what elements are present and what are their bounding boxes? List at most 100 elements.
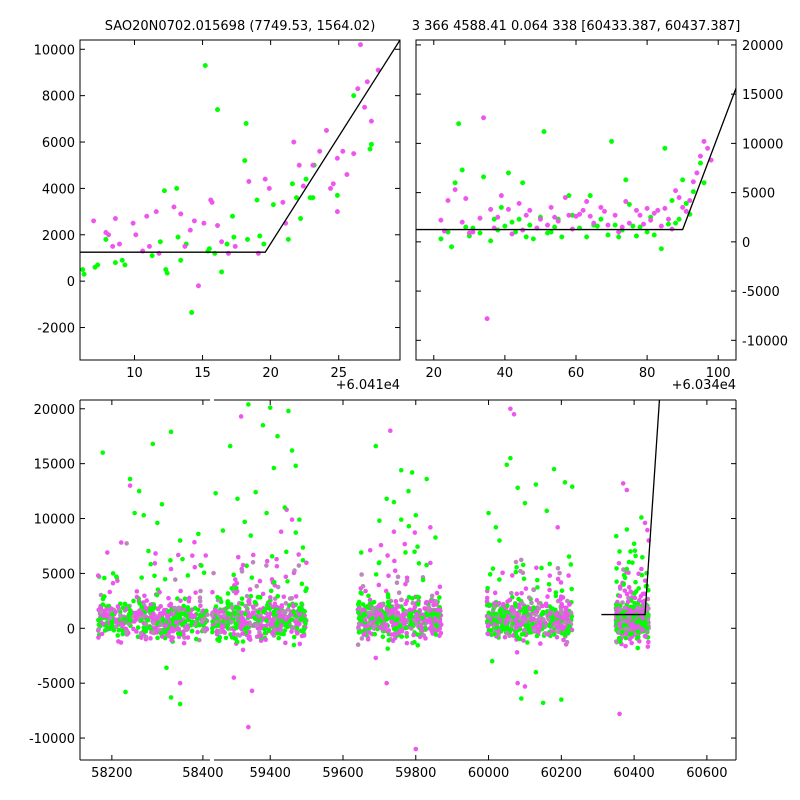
data-point bbox=[150, 441, 156, 447]
x-tick-label: 60200 bbox=[541, 766, 582, 781]
data-point bbox=[617, 593, 623, 599]
data-point bbox=[150, 615, 155, 620]
data-point bbox=[552, 224, 558, 230]
top-left-panel: SAO20N0702.015698 (7749.53, 1564.02) +6.… bbox=[34, 19, 401, 393]
data-point bbox=[224, 241, 230, 247]
data-point bbox=[139, 604, 144, 610]
data-point bbox=[175, 552, 181, 558]
data-point bbox=[168, 429, 174, 435]
data-point bbox=[293, 463, 298, 469]
data-point bbox=[257, 233, 263, 239]
data-point bbox=[406, 523, 412, 529]
data-point bbox=[106, 232, 112, 238]
data-point bbox=[424, 476, 429, 482]
data-point bbox=[683, 200, 689, 206]
model-line bbox=[416, 88, 736, 231]
data-point bbox=[546, 632, 551, 637]
data-point bbox=[494, 619, 500, 624]
data-point bbox=[639, 572, 645, 578]
data-point bbox=[144, 213, 150, 219]
data-point bbox=[623, 198, 629, 204]
data-point bbox=[359, 591, 364, 596]
data-point bbox=[383, 588, 389, 594]
data-point bbox=[303, 176, 309, 182]
data-point bbox=[420, 577, 426, 583]
data-point bbox=[428, 599, 433, 604]
data-point bbox=[201, 627, 206, 632]
data-point bbox=[189, 309, 195, 315]
data-point bbox=[268, 588, 274, 594]
data-point bbox=[294, 625, 300, 631]
data-point bbox=[559, 234, 565, 240]
data-point bbox=[271, 579, 277, 585]
data-point bbox=[234, 580, 240, 586]
data-point bbox=[558, 614, 564, 620]
data-point bbox=[233, 585, 239, 591]
data-point bbox=[113, 609, 118, 615]
data-point bbox=[184, 613, 190, 619]
data-point bbox=[537, 620, 543, 625]
data-point bbox=[432, 611, 438, 617]
data-point bbox=[437, 619, 443, 624]
data-point bbox=[637, 212, 643, 218]
data-point bbox=[536, 628, 542, 633]
data-point bbox=[201, 570, 207, 576]
data-point bbox=[370, 616, 375, 621]
data-point bbox=[220, 528, 226, 533]
data-point bbox=[356, 610, 361, 615]
data-point bbox=[302, 609, 307, 614]
data-point bbox=[505, 206, 511, 212]
data-point bbox=[426, 605, 432, 610]
data-point bbox=[516, 200, 522, 206]
data-point bbox=[452, 187, 458, 193]
data-point bbox=[639, 621, 644, 627]
data-point bbox=[509, 573, 515, 578]
data-point bbox=[247, 587, 253, 592]
data-point bbox=[178, 257, 184, 263]
data-point bbox=[404, 634, 410, 639]
data-point bbox=[538, 624, 543, 630]
data-point bbox=[141, 625, 147, 630]
data-point bbox=[217, 629, 223, 635]
data-point bbox=[210, 629, 215, 635]
data-point bbox=[492, 590, 498, 596]
data-point bbox=[484, 599, 490, 604]
data-point bbox=[516, 596, 521, 602]
data-point bbox=[211, 570, 216, 576]
x-tick-label: 58400 bbox=[182, 766, 223, 781]
data-point bbox=[276, 635, 282, 641]
data-point bbox=[591, 220, 597, 226]
data-point bbox=[285, 606, 291, 612]
data-point bbox=[139, 575, 144, 580]
data-point bbox=[669, 197, 675, 203]
data-point bbox=[221, 629, 227, 634]
data-point bbox=[437, 595, 442, 600]
data-point bbox=[428, 525, 433, 530]
data-point bbox=[374, 612, 379, 618]
data-point bbox=[364, 79, 370, 85]
data-point bbox=[127, 607, 133, 613]
data-point bbox=[362, 631, 367, 637]
data-point bbox=[646, 639, 651, 645]
data-point bbox=[547, 622, 552, 628]
data-point bbox=[519, 622, 525, 627]
data-point bbox=[413, 746, 419, 752]
data-point bbox=[580, 207, 586, 213]
data-point bbox=[605, 222, 611, 228]
y-tick-label: 0 bbox=[67, 275, 75, 290]
data-point bbox=[270, 617, 275, 623]
data-point bbox=[470, 229, 476, 235]
data-point bbox=[617, 607, 623, 612]
data-point bbox=[384, 496, 389, 502]
data-point bbox=[213, 608, 219, 614]
data-point bbox=[357, 617, 363, 622]
data-point bbox=[624, 618, 630, 624]
data-point bbox=[138, 635, 144, 640]
data-point bbox=[274, 623, 280, 629]
data-point bbox=[676, 195, 682, 201]
data-point bbox=[517, 636, 523, 642]
data-point bbox=[186, 607, 191, 613]
data-point bbox=[363, 588, 368, 594]
data-point bbox=[559, 603, 565, 609]
